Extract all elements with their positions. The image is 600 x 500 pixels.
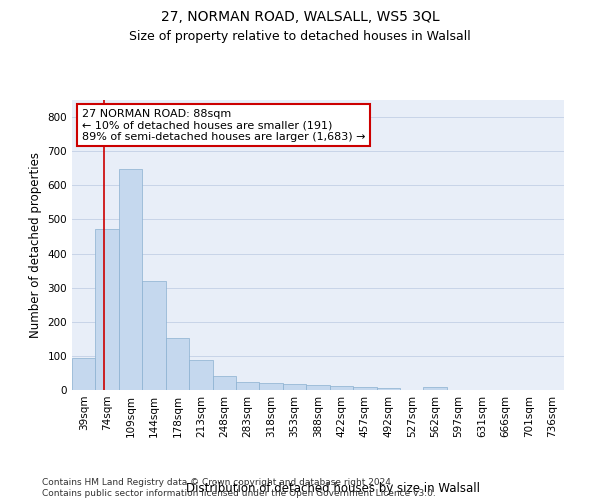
- Bar: [236, 382, 259, 390]
- Bar: [119, 169, 142, 390]
- Bar: [377, 388, 400, 390]
- Text: 27, NORMAN ROAD, WALSALL, WS5 3QL: 27, NORMAN ROAD, WALSALL, WS5 3QL: [161, 10, 439, 24]
- Text: Size of property relative to detached houses in Walsall: Size of property relative to detached ho…: [129, 30, 471, 43]
- Text: Distribution of detached houses by size in Walsall: Distribution of detached houses by size …: [186, 482, 480, 495]
- Bar: [283, 384, 306, 390]
- Bar: [189, 360, 212, 390]
- Bar: [424, 386, 447, 390]
- Bar: [330, 386, 353, 390]
- Bar: [166, 338, 189, 390]
- Bar: [95, 229, 119, 390]
- Y-axis label: Number of detached properties: Number of detached properties: [29, 152, 42, 338]
- Text: 27 NORMAN ROAD: 88sqm
← 10% of detached houses are smaller (191)
89% of semi-det: 27 NORMAN ROAD: 88sqm ← 10% of detached …: [82, 108, 365, 142]
- Bar: [212, 376, 236, 390]
- Bar: [72, 358, 95, 390]
- Bar: [353, 388, 377, 390]
- Text: Contains HM Land Registry data © Crown copyright and database right 2024.
Contai: Contains HM Land Registry data © Crown c…: [42, 478, 436, 498]
- Bar: [259, 383, 283, 390]
- Bar: [306, 385, 330, 390]
- Bar: [142, 281, 166, 390]
